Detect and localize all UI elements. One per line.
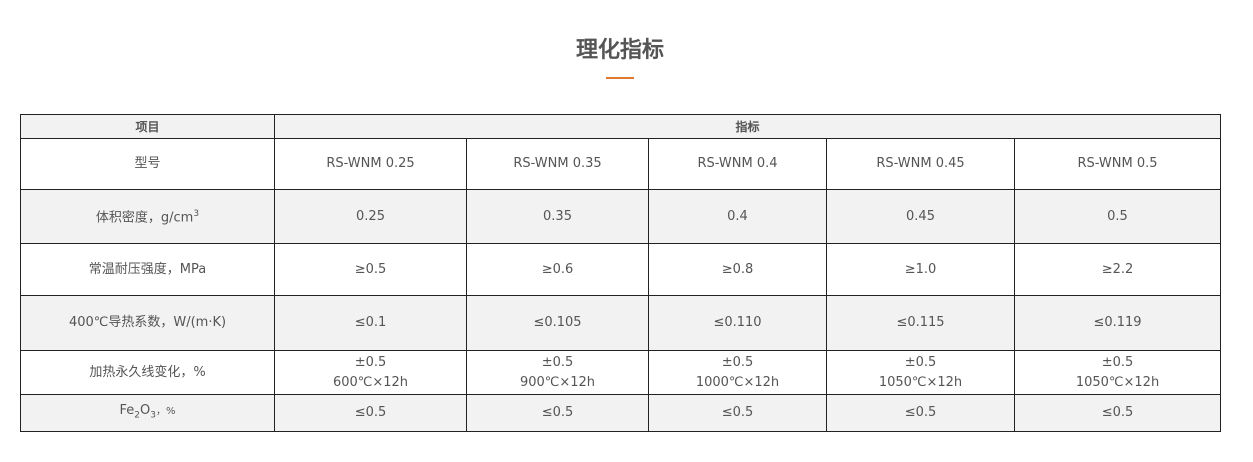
cell: 0.25 (274, 189, 467, 244)
cell: ≥2.2 (1013, 243, 1222, 296)
table-row-linear-change: 加热永久线变化，% ±0.5 600℃×12h ±0.5 900℃×12h ±0.5… (20, 350, 1222, 395)
table-row-model: 型号 RS-WNM 0.25 RS-WNM 0.35 RS-WNM 0.4 RS… (20, 138, 1222, 190)
cell: ≥1.0 (826, 243, 1015, 296)
header-row: 项目 指标 (20, 114, 1222, 139)
cell: ≤0.105 (466, 295, 649, 351)
cell: ±0.5 600℃×12h (274, 350, 467, 395)
cell: RS-WNM 0.45 (826, 138, 1015, 190)
cell: ≤0.5 (826, 394, 1015, 432)
table-row-conductivity: 400℃导热系数，W/(m·K) ≤0.1 ≤0.105 ≤0.110 ≤0.1… (20, 295, 1222, 351)
table-row-strength: 常温耐压强度，MPa ≥0.5 ≥0.6 ≥0.8 ≥1.0 ≥2.2 (20, 243, 1222, 296)
cell: ±0.5 1000℃×12h (648, 350, 827, 395)
header-index: 指标 (273, 114, 1222, 139)
cell: RS-WNM 0.5 (1013, 138, 1222, 190)
cell: ≤0.5 (274, 394, 467, 432)
cell: 0.4 (648, 189, 827, 244)
cell: ≥0.8 (648, 243, 827, 296)
table-row-density: 体积密度，g/cm3 0.25 0.35 0.4 0.45 0.5 (20, 189, 1222, 244)
row-label: 型号 (20, 138, 275, 190)
cell: RS-WNM 0.25 (274, 138, 467, 190)
cell: ±0.5 900℃×12h (466, 350, 649, 395)
title-underline (606, 77, 634, 79)
row-label: 常温耐压强度，MPa (20, 243, 275, 296)
table-row-fe2o3: Fe2O3，% ≤0.5 ≤0.5 ≤0.5 ≤0.5 ≤0.5 (20, 394, 1222, 432)
cell: ≤0.5 (466, 394, 649, 432)
row-label: 400℃导热系数，W/(m·K) (20, 295, 275, 351)
cell: 0.45 (826, 189, 1015, 244)
cell: ≤0.115 (826, 295, 1015, 351)
cell: 0.5 (1013, 189, 1222, 244)
header-item: 项目 (20, 114, 275, 139)
row-label: Fe2O3，% (20, 394, 275, 432)
cell: ≤0.1 (274, 295, 467, 351)
row-label: 体积密度，g/cm3 (20, 189, 275, 244)
cell: ≤0.110 (648, 295, 827, 351)
cell: ±0.5 1050℃×12h (826, 350, 1015, 395)
cell: ≥0.6 (466, 243, 649, 296)
cell: ≥0.5 (274, 243, 467, 296)
cell: ±0.5 1050℃×12h (1013, 350, 1222, 395)
cell: ≤0.5 (648, 394, 827, 432)
cell: ≤0.119 (1013, 295, 1222, 351)
cell: RS-WNM 0.4 (648, 138, 827, 190)
cell: 0.35 (466, 189, 649, 244)
row-label: 加热永久线变化，% (20, 350, 275, 395)
page-title: 理化指标 (575, 38, 664, 63)
spec-table: 项目 指标 型号 RS-WNM 0.25 RS-WNM 0.35 RS-WNM … (20, 114, 1222, 432)
cell: RS-WNM 0.35 (466, 138, 649, 190)
cell: ≤0.5 (1013, 394, 1222, 432)
